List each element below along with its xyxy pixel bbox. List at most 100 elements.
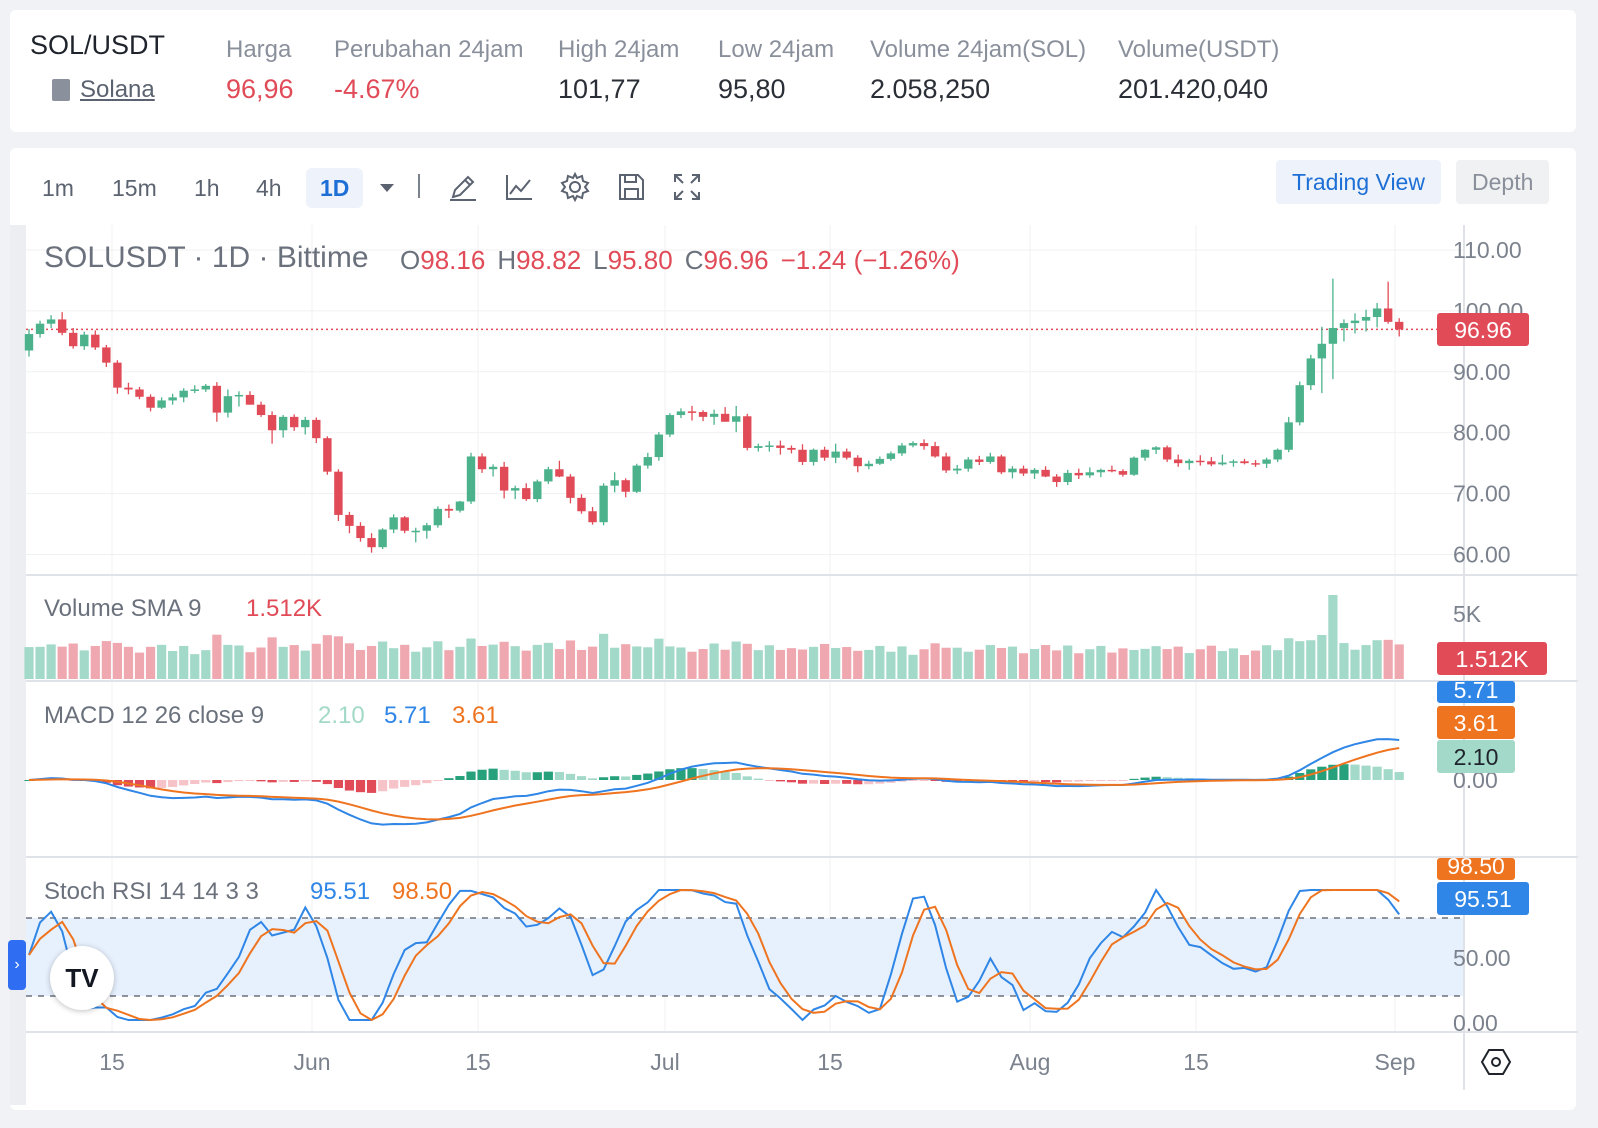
timeframe-15m[interactable]: 15m [112,175,157,201]
macd-hist-bar [322,780,332,785]
candle-body [400,517,409,531]
macd-hist-bar [742,776,752,780]
volume-bar [599,633,609,679]
time-axis-tick: Aug [1010,1049,1051,1075]
candle-body [345,514,354,526]
volume-bar [974,649,984,679]
volume-bar [952,647,962,679]
candle-body [334,471,343,515]
timeframe-1h[interactable]: 1h [194,175,220,201]
toolbar-divider [418,174,420,198]
volume-bar [278,646,288,679]
tradingview-logo[interactable]: TV [50,946,114,1010]
macd-hist-bar [400,780,410,787]
volume-bar [344,643,355,679]
stat-value: 101,77 [558,74,641,104]
volume-bar [1018,653,1029,679]
volume-value: 1.512K [246,595,322,622]
macd-hist-bar [1162,777,1172,780]
volume-bar [333,636,343,679]
volume-bar [1262,645,1272,679]
candle-body [267,415,277,431]
volume-tag-text: 1.512K [1456,646,1530,672]
macd-hist-bar [1107,780,1117,781]
stat-value: 201.420,040 [1118,74,1269,104]
volume-bar [355,649,366,679]
high-label: H [497,245,516,275]
macd-hist-bar [731,773,741,780]
volume-bar [289,645,299,679]
gear-icon[interactable] [558,170,592,204]
macd-hist-bar [223,780,233,783]
volume-bar [24,647,34,679]
close-value: 96.96 [704,245,769,275]
macd-hist-bar [190,780,200,784]
macd-hist-bar [587,778,598,780]
stat-volume-usdt: Volume(USDT) 201.420,040 [1118,36,1279,105]
candle-body [444,508,454,511]
volume-bar [996,647,1006,679]
volume-bar [1029,649,1040,679]
fullscreen-icon[interactable] [670,170,704,204]
candle-body [820,449,829,458]
line-chart-icon[interactable] [502,170,536,204]
timeframe-1m[interactable]: 1m [42,175,74,201]
grid-lines [26,225,1464,1032]
time-settings-icon[interactable] [1480,1049,1512,1075]
candle-body [698,411,708,417]
candle-body [422,525,431,531]
volume-bar [68,643,78,679]
low-value: 95.80 [608,245,673,275]
macd-hist-bar [256,780,266,782]
volume-bar [1162,649,1172,679]
ohlc-legend: O98.16 H98.82 L95.80 C96.96 −1.24 (−1.26%) [400,245,960,275]
timeframe-1d[interactable]: 1D [306,168,364,208]
volume-bar [1328,595,1338,679]
volume-bar [753,650,763,679]
pencil-icon[interactable] [446,170,480,204]
candle-body [46,319,56,324]
coin-name[interactable]: Solana [80,76,155,103]
candle-body [1041,469,1050,477]
volume-bar [1239,655,1250,679]
tab-depth[interactable]: Depth [1456,160,1550,204]
macd-hist-bar [466,771,476,780]
time-axis-tick: Jun [293,1049,330,1075]
candle-body [433,508,443,526]
time-axis: 15 Jun 15 Jul 15 Aug 15 Sep [99,1049,1415,1075]
save-icon[interactable] [614,170,648,204]
volume-bar [411,651,421,679]
candle-body [278,416,288,431]
candle-body [522,488,531,500]
volume-bar [1085,649,1095,679]
volume-bar [786,648,797,679]
coin-link[interactable]: Solana [52,76,155,104]
macd-hist-bar [134,780,145,788]
volume-bar [1206,645,1216,679]
candle-body [378,529,387,548]
pane-separators [26,225,1578,1090]
candle-body [720,413,730,422]
volume-bar [433,641,443,679]
macd-hist-bar [245,780,255,781]
volume-bar [212,634,222,679]
candle-body [842,451,851,458]
tab-trading-view[interactable]: Trading View [1276,160,1441,204]
macd-hist-bar [599,777,609,780]
candle-body [323,438,332,472]
time-axis-tick: 15 [1183,1049,1209,1075]
candle-body [555,469,564,477]
volume-bar [985,645,995,679]
stat-value: 96,96 [226,74,294,104]
macd-hist-bar [897,780,907,782]
candle-body [113,362,122,388]
volume-bar [775,649,785,679]
chevron-right-icon[interactable]: › [8,940,26,990]
timeframe-4h[interactable]: 4h [256,175,282,201]
volume-bar [157,644,167,679]
volume-bar [1217,651,1227,679]
candle-body [1372,308,1382,317]
chevron-down-icon[interactable] [370,170,404,204]
